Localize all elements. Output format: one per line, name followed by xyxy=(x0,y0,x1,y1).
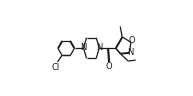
Text: Cl: Cl xyxy=(51,63,59,72)
Text: O: O xyxy=(105,62,112,71)
Text: N: N xyxy=(80,43,87,53)
Text: N: N xyxy=(96,43,102,53)
Text: O: O xyxy=(128,36,135,45)
Text: N: N xyxy=(128,48,134,57)
